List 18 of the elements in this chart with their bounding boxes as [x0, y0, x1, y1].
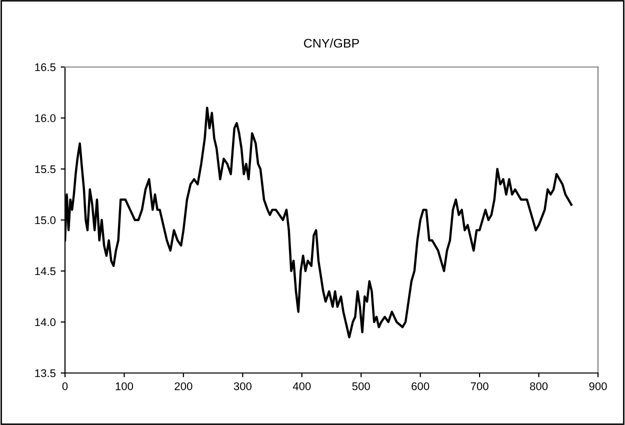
x-tick-label: 800	[530, 382, 548, 390]
x-tick-label: 600	[412, 382, 430, 390]
y-tick-label: 16.5	[35, 63, 56, 72]
y-tick-label: 16.0	[35, 114, 56, 122]
y-tick-label: 14.5	[35, 267, 56, 276]
y-tick-label: 15.5	[35, 165, 56, 174]
x-tick-label: 700	[470, 382, 488, 390]
x-tick-label: 200	[174, 382, 192, 390]
x-tick-label: 100	[116, 382, 134, 390]
y-tick-label: 15.0	[35, 216, 56, 224]
y-tick-label: 14.0	[35, 318, 56, 326]
x-tick-label: 0	[62, 382, 68, 390]
x-tick-label: 900	[589, 382, 607, 390]
x-tick-label: 500	[352, 382, 370, 390]
y-tick-label: 13.5	[35, 369, 56, 378]
x-tick-label: 400	[292, 382, 311, 390]
chart-title: CNY/GBP	[304, 38, 359, 48]
x-tick-label: 300	[234, 382, 252, 390]
